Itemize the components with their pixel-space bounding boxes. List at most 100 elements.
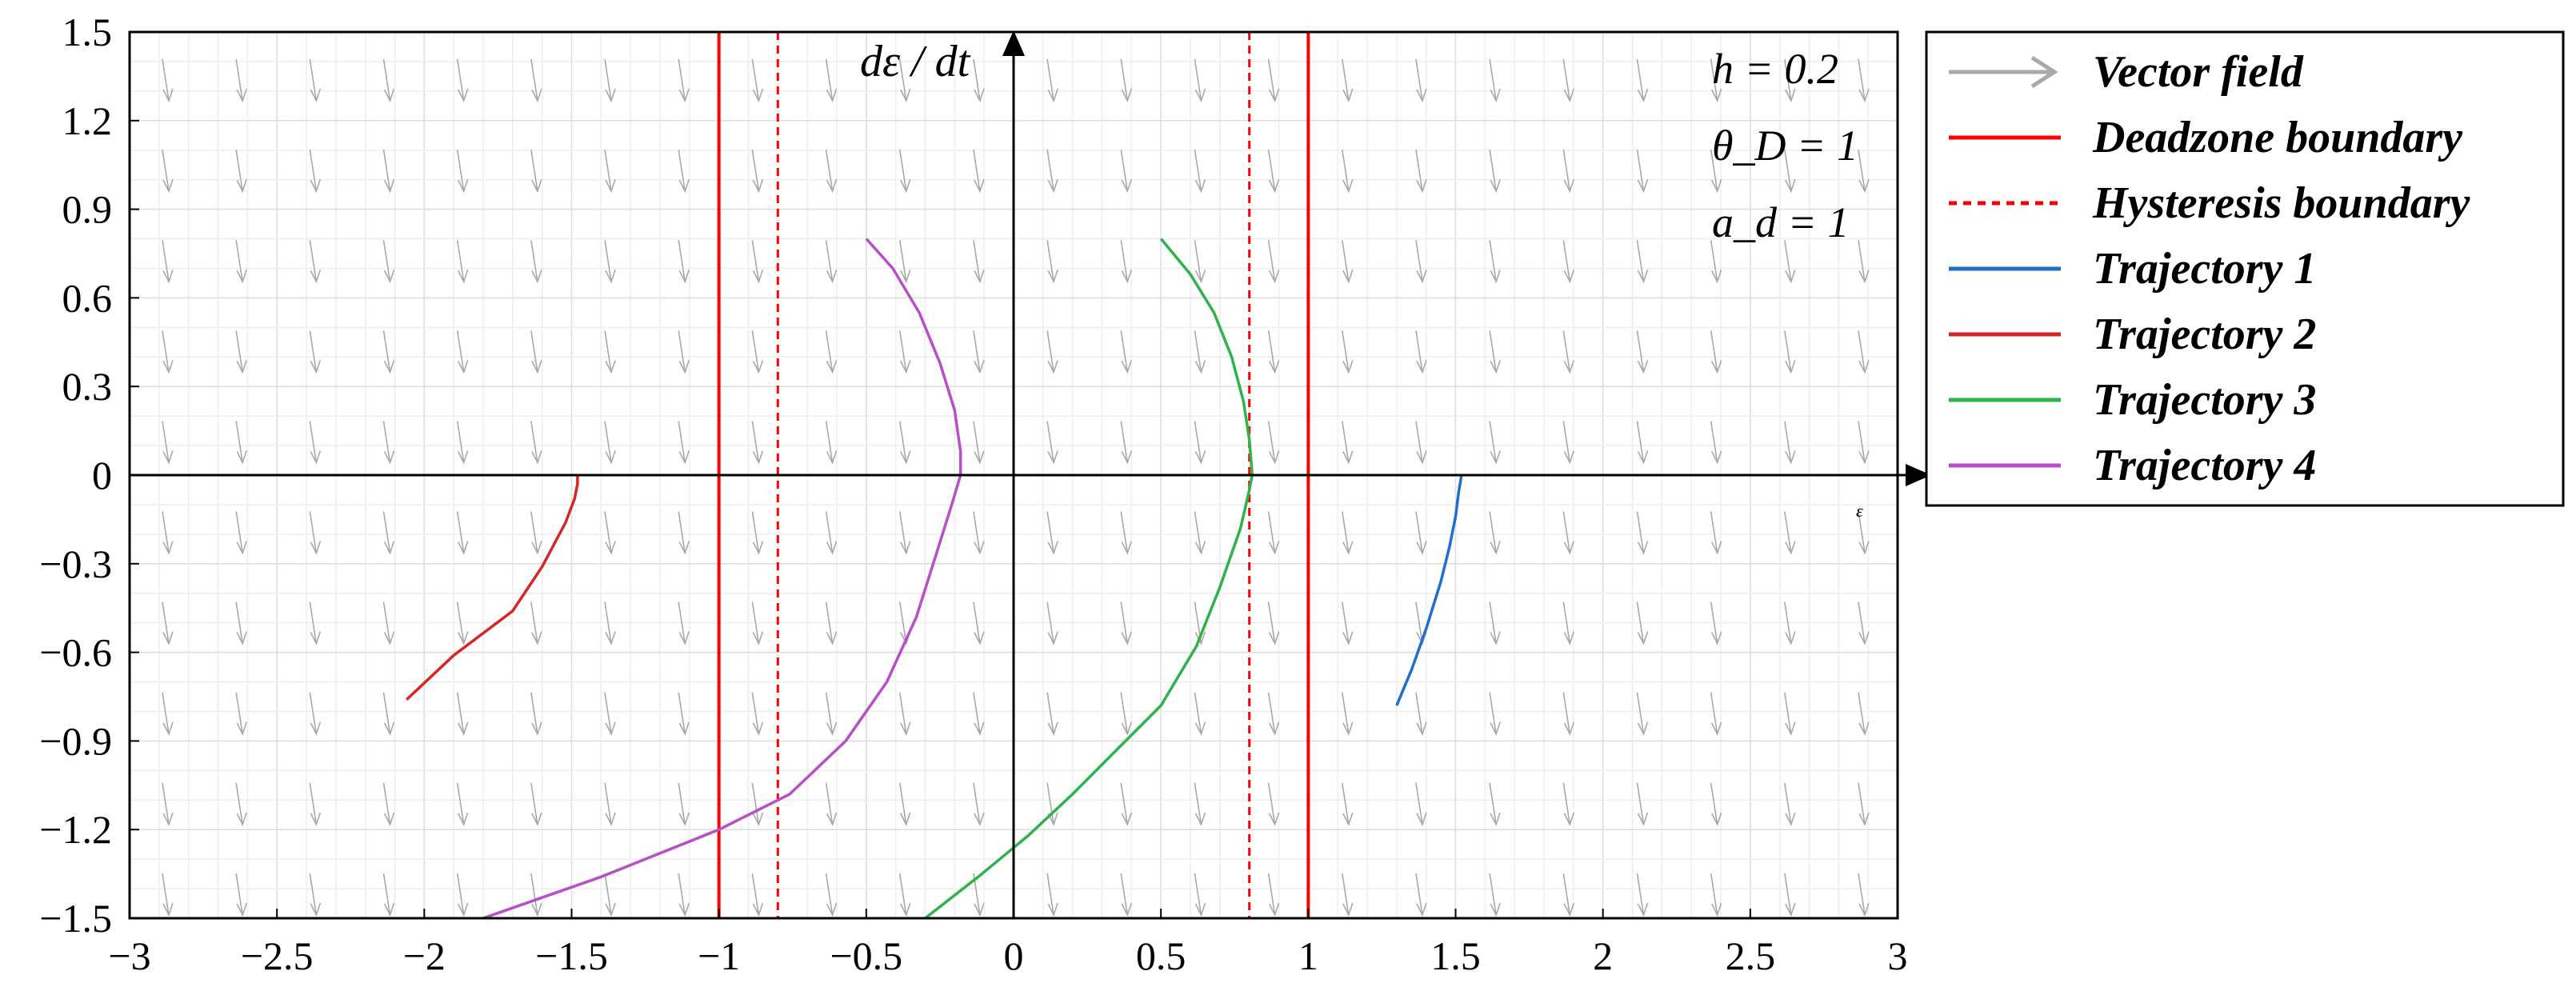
vector-field-arrow bbox=[235, 873, 247, 917]
vector-field-arrow bbox=[382, 511, 395, 555]
y-tick-label: 0.3 bbox=[62, 364, 113, 409]
vector-field-arrow bbox=[1710, 601, 1722, 645]
annotation-h: h = 0.2 bbox=[1712, 45, 1838, 93]
vector-field-arrow bbox=[1710, 511, 1722, 555]
legend-entry-hysteresis: Hysteresis boundary bbox=[1949, 178, 2470, 228]
vector-field-arrow bbox=[973, 149, 985, 194]
vector-field-arrow bbox=[898, 511, 911, 555]
y-tick-label: −1.5 bbox=[39, 896, 112, 941]
vector-field-arrow bbox=[456, 782, 469, 826]
vector-field-arrow bbox=[1194, 58, 1206, 103]
vector-field-arrow bbox=[162, 601, 174, 645]
vector-field-arrow bbox=[678, 330, 690, 374]
vector-field-arrow bbox=[825, 58, 838, 103]
vector-field-arrow bbox=[1710, 149, 1722, 194]
vector-field-arrow bbox=[456, 58, 469, 103]
vector-field-arrow bbox=[382, 873, 395, 917]
vector-field-arrow bbox=[604, 782, 616, 826]
vector-field-arrow bbox=[1784, 692, 1796, 736]
vector-field-arrow bbox=[162, 58, 174, 103]
vector-field-arrow bbox=[162, 240, 174, 284]
vector-field-arrow bbox=[1710, 782, 1722, 826]
vector-field-arrow bbox=[530, 149, 542, 194]
vector-field-arrow bbox=[1784, 511, 1796, 555]
vector-field-arrow bbox=[456, 421, 469, 465]
vector-field-arrow bbox=[1341, 873, 1354, 917]
vector-field-arrow bbox=[1710, 873, 1722, 917]
vector-field-arrow bbox=[1194, 692, 1206, 736]
vector-field-arrow bbox=[162, 511, 174, 555]
vector-field-arrow bbox=[456, 873, 469, 917]
legend-label-trajectory-4: Trajectory 4 bbox=[2093, 441, 2316, 490]
vector-field-arrow bbox=[898, 421, 911, 465]
y-tick-label: 0.6 bbox=[62, 275, 113, 320]
vector-field-arrow bbox=[825, 782, 838, 826]
vector-field-arrow bbox=[1267, 511, 1280, 555]
x-tick-label: 2.5 bbox=[1726, 933, 1776, 978]
trajectory-3-line bbox=[924, 238, 1254, 918]
vector-field-arrow bbox=[898, 873, 911, 917]
axes bbox=[130, 30, 1931, 918]
vector-field-arrow bbox=[309, 330, 322, 374]
y-tick-label: 0 bbox=[92, 453, 112, 497]
vector-field-arrow bbox=[1341, 421, 1354, 465]
vector-field-arrow bbox=[1636, 149, 1649, 194]
legend-arrowhead-icon bbox=[2030, 55, 2058, 89]
vector-field-arrow bbox=[1636, 330, 1649, 374]
vector-field-arrow bbox=[1636, 692, 1649, 736]
vector-field-arrow bbox=[898, 240, 911, 284]
y-tick-label: 1.2 bbox=[62, 98, 113, 143]
vector-field-arrow bbox=[825, 873, 838, 917]
vector-field-arrow bbox=[1858, 330, 1870, 374]
y-tick-label: −0.3 bbox=[39, 541, 112, 586]
vector-field-arrow bbox=[1267, 601, 1280, 645]
vector-field-arrow bbox=[678, 149, 690, 194]
vector-field-arrow bbox=[751, 873, 764, 917]
vector-field-arrow bbox=[1194, 873, 1206, 917]
vector-field-arrow bbox=[1858, 421, 1870, 465]
vector-field-arrow bbox=[1046, 149, 1058, 194]
vector-field-arrow bbox=[1636, 873, 1649, 917]
vector-field-arrow bbox=[604, 240, 616, 284]
vector-field-arrow bbox=[751, 58, 764, 103]
vector-field-arrow bbox=[898, 58, 911, 103]
vector-field-arrow bbox=[973, 421, 985, 465]
y-tick-label: 1.5 bbox=[62, 10, 113, 54]
legend-entry-vector-field: Vector field bbox=[1949, 47, 2304, 97]
vector-field-arrow bbox=[1046, 511, 1058, 555]
vector-field-arrow bbox=[973, 601, 985, 645]
x-tick-label: 0 bbox=[1004, 933, 1024, 978]
vector-field-arrow bbox=[751, 601, 764, 645]
vector-field-arrow bbox=[309, 601, 322, 645]
vector-field-arrow bbox=[1784, 601, 1796, 645]
vector-field-arrow bbox=[1489, 601, 1501, 645]
vector-field-arrow bbox=[898, 330, 911, 374]
x-axis-arrowhead-icon bbox=[1906, 464, 1931, 486]
vector-field-arrow bbox=[1194, 330, 1206, 374]
vector-field-arrow bbox=[1562, 511, 1575, 555]
vector-field-arrow bbox=[456, 240, 469, 284]
vector-field-arrow bbox=[825, 601, 838, 645]
x-tick-label: −1.5 bbox=[535, 933, 608, 978]
vector-field-arrow bbox=[1636, 782, 1649, 826]
vector-field-arrow bbox=[162, 149, 174, 194]
vector-field-arrow bbox=[1046, 58, 1058, 103]
vector-field-arrow bbox=[1046, 421, 1058, 465]
vector-field-arrow bbox=[235, 421, 247, 465]
vector-field-arrow bbox=[162, 692, 174, 736]
vector-field-arrow bbox=[162, 873, 174, 917]
vector-field-arrow bbox=[1120, 782, 1133, 826]
vector-field-arrow bbox=[1710, 421, 1722, 465]
vector-field-arrow bbox=[1489, 240, 1501, 284]
legend-label-trajectory-1: Trajectory 1 bbox=[2093, 244, 2316, 294]
vector-field-arrow bbox=[1784, 873, 1796, 917]
vector-field-arrow bbox=[1710, 240, 1722, 284]
y-tick-label: −0.9 bbox=[39, 718, 112, 763]
vector-field-arrow bbox=[235, 511, 247, 555]
vector-field-arrow bbox=[1194, 782, 1206, 826]
vector-field-arrow bbox=[530, 421, 542, 465]
vector-field-arrow bbox=[1046, 782, 1058, 826]
vector-field-arrow bbox=[1341, 330, 1354, 374]
trajectory-4-line bbox=[482, 238, 962, 918]
x-tick-label: 1.5 bbox=[1430, 933, 1481, 978]
